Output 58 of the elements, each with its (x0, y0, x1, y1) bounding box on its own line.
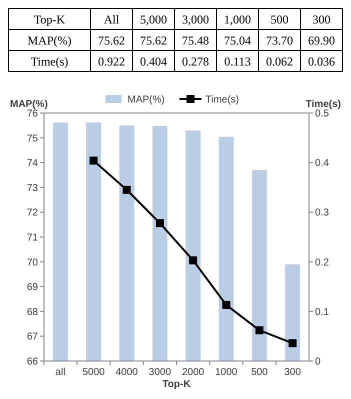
y2-tick-label: 0.4 (315, 158, 330, 170)
x-tick-label: 2000 (182, 367, 205, 378)
data-label: 75.48 (182, 34, 209, 48)
y2-tick-label: 0.2 (315, 257, 330, 268)
y2-tick-label: 0.3 (315, 208, 330, 219)
category-label: All (104, 12, 120, 26)
data-label: 0.036 (308, 54, 335, 68)
data-label: 0.062 (266, 54, 293, 68)
y-axis-title: MAP(%) (10, 99, 48, 110)
data-label: 0.404 (140, 54, 167, 68)
data-label: 69.90 (308, 34, 335, 48)
point (288, 339, 297, 348)
x-tick-label: 500 (251, 367, 268, 378)
data-label: 0.113 (224, 54, 251, 68)
point (222, 300, 230, 309)
y-tick-label: 72 (26, 208, 38, 219)
x-tick-label: 3000 (148, 367, 172, 378)
data-label: 73.70 (266, 34, 293, 48)
y2-axis-title: Time(s) (306, 99, 341, 110)
category-label: 3,000 (182, 12, 209, 26)
x-tick-label: all (55, 367, 66, 378)
legend-label: MAP(%) (128, 94, 165, 106)
y-tick-label: 67 (26, 332, 38, 343)
y-tick-label: 66 (26, 356, 38, 368)
text: MAP(%) (28, 34, 72, 48)
point (156, 219, 164, 228)
y-tick-label: 74 (26, 158, 38, 170)
data-label: 0.278 (182, 54, 209, 68)
data-label: 75.62 (98, 34, 125, 48)
data-label: 0.922 (98, 54, 125, 68)
text: Time(s) (30, 54, 68, 68)
point (122, 186, 131, 194)
text: Top-K (34, 12, 66, 26)
point (189, 256, 198, 264)
y-tick-label: 76 (26, 108, 38, 120)
x-tick-label: 300 (284, 367, 302, 378)
y-tick-label: 73 (26, 182, 38, 194)
point (255, 326, 264, 334)
category-label: 1,000 (224, 12, 251, 26)
category-label: 500 (270, 12, 288, 26)
y-tick-label: 70 (26, 257, 38, 268)
y2-tick-label: 0.5 (315, 108, 330, 120)
y2-tick-label: 0 (315, 356, 321, 368)
y-tick-label: 71 (26, 232, 38, 244)
x-axis-title: Top-K (162, 379, 192, 390)
x-tick-label: 1000 (215, 367, 238, 378)
y-tick-label: 68 (26, 306, 38, 318)
category-label: 5,000 (140, 12, 167, 26)
y-tick-label: 75 (26, 133, 38, 144)
y-tick-label: 69 (26, 282, 38, 294)
y2-tick-label: 0.1 (315, 306, 330, 318)
data-label: 75.62 (140, 34, 167, 48)
data-label: 75.04 (224, 34, 251, 48)
category-label: 300 (312, 12, 330, 26)
point (90, 156, 98, 165)
legend-label: Time(s) (206, 94, 240, 106)
x-tick-label: 5000 (82, 367, 106, 378)
x-tick-label: 4000 (116, 367, 138, 378)
